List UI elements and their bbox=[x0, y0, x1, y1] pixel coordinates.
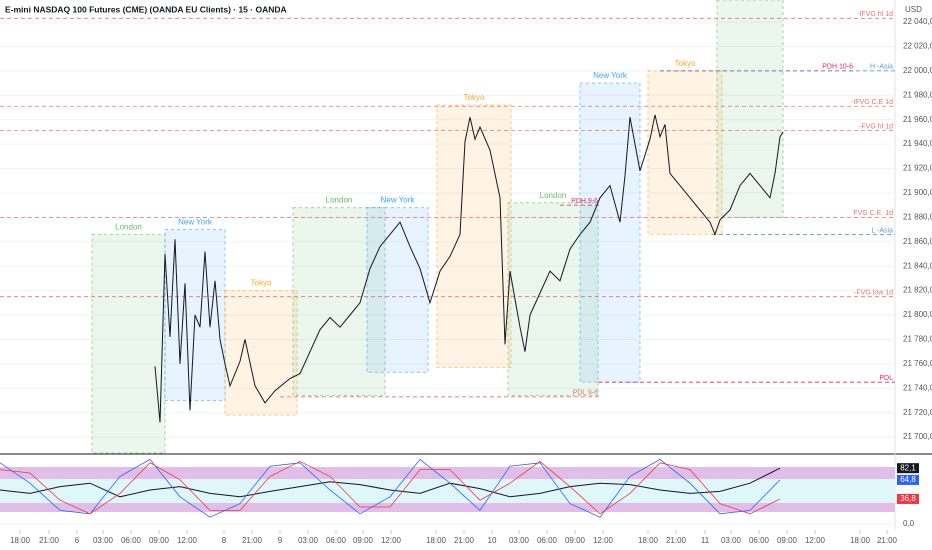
y-tick-label: 21 780,0 bbox=[903, 335, 932, 344]
x-tick-label: 8 bbox=[222, 536, 227, 545]
value-label-box bbox=[897, 493, 919, 504]
session-label: New York bbox=[593, 71, 628, 80]
x-tick-label: 09:00 bbox=[565, 536, 586, 545]
value-label: 82,1 bbox=[900, 463, 916, 472]
y-tick-label: 21 920,0 bbox=[903, 164, 932, 173]
x-tick-label: 9 bbox=[278, 536, 283, 545]
x-tick-label: 6 bbox=[75, 536, 80, 545]
level-label: -IFVG hl 1d bbox=[857, 11, 893, 18]
y-tick-label: 21 800,0 bbox=[903, 310, 932, 319]
level-label: -FVG hl 1d bbox=[859, 123, 893, 130]
chart-title: E-mini NASDAQ 100 Futures (CME) (OANDA E… bbox=[5, 4, 287, 14]
value-label: 36,8 bbox=[900, 494, 916, 503]
session-box bbox=[507, 202, 599, 397]
y-tick-label: 21 860,0 bbox=[903, 237, 932, 246]
level-label: L -Asia bbox=[871, 227, 893, 234]
x-tick-label: 10 bbox=[488, 536, 497, 545]
y-tick-label: 0,0 bbox=[903, 519, 915, 528]
session-label: New York bbox=[178, 218, 213, 227]
session-label: Tokyo bbox=[675, 59, 696, 68]
x-tick-label: 11 bbox=[701, 536, 710, 545]
session-label: London bbox=[540, 191, 567, 200]
session-box bbox=[224, 290, 298, 416]
y-tick-label: 21 980,0 bbox=[903, 90, 932, 99]
x-tick-label: 09:00 bbox=[353, 536, 374, 545]
level-label: FVG C.E. 1d bbox=[853, 210, 893, 217]
session-label: Tokyo bbox=[251, 279, 272, 288]
osc-band-upper bbox=[0, 467, 895, 479]
y-tick-label: 21 840,0 bbox=[903, 261, 932, 270]
x-tick-label: 18:00 bbox=[426, 536, 447, 545]
y-tick-label: 22 040,0 bbox=[903, 17, 932, 26]
x-tick-label: 21:00 bbox=[666, 536, 687, 545]
y-tick-label: 21 960,0 bbox=[903, 115, 932, 124]
level-label: PDH 9-6 bbox=[571, 198, 598, 205]
value-label-box bbox=[897, 474, 919, 485]
series-line bbox=[0, 460, 781, 515]
x-tick-label: 03:00 bbox=[721, 536, 742, 545]
session-label: New York bbox=[381, 196, 416, 205]
x-tick-label: 12:00 bbox=[593, 536, 614, 545]
osc-band-lower bbox=[0, 503, 895, 512]
x-tick-label: 21:00 bbox=[39, 536, 60, 545]
session-box bbox=[366, 207, 429, 373]
x-tick-label: 18:00 bbox=[638, 536, 659, 545]
x-tick-label: 21:00 bbox=[242, 536, 263, 545]
session-label: London bbox=[115, 223, 142, 232]
level-label: PDH 10-6 bbox=[822, 64, 853, 71]
y-tick-label: 21 940,0 bbox=[903, 139, 932, 148]
series-line bbox=[0, 458, 781, 518]
level-label: PDL bbox=[879, 375, 893, 382]
x-tick-label: 12:00 bbox=[805, 536, 826, 545]
session-label: Tokyo bbox=[464, 93, 485, 102]
y-tick-label: 21 900,0 bbox=[903, 188, 932, 197]
x-tick-label: 03:00 bbox=[93, 536, 114, 545]
y-tick-label: 21 880,0 bbox=[903, 212, 932, 221]
level-label: -FVG low 1d bbox=[854, 290, 893, 297]
x-tick-label: 12:00 bbox=[381, 536, 402, 545]
session-box bbox=[716, 0, 784, 218]
x-tick-label: 03:00 bbox=[298, 536, 319, 545]
x-tick-label: 06:00 bbox=[121, 536, 142, 545]
session-box bbox=[647, 70, 723, 235]
x-tick-label: 21:00 bbox=[454, 536, 475, 545]
y-tick-label: 21 740,0 bbox=[903, 383, 932, 392]
y-tick-label: 22 000,0 bbox=[903, 66, 932, 75]
x-tick-label: 06:00 bbox=[749, 536, 770, 545]
value-label-box bbox=[897, 463, 919, 474]
y-tick-label: 21 720,0 bbox=[903, 408, 932, 417]
series-line bbox=[0, 467, 781, 498]
y-tick-label: 21 700,0 bbox=[903, 432, 932, 441]
x-tick-label: 21:00 bbox=[877, 536, 898, 545]
x-tick-label: 18:00 bbox=[10, 536, 31, 545]
x-tick-label: 09:00 bbox=[777, 536, 798, 545]
x-tick-label: 06:00 bbox=[537, 536, 558, 545]
session-box bbox=[436, 104, 512, 369]
x-tick-label: 09:00 bbox=[149, 536, 170, 545]
value-label: 64,8 bbox=[900, 475, 916, 484]
y-tick-label: 21 820,0 bbox=[903, 286, 932, 295]
level-label: PDL 9-6 bbox=[573, 390, 599, 397]
level-label: H -Asia bbox=[870, 64, 893, 71]
series-line bbox=[154, 114, 784, 423]
x-tick-label: 18:00 bbox=[850, 536, 871, 545]
y-tick-label: 22 020,0 bbox=[903, 42, 932, 51]
session-box bbox=[292, 207, 386, 397]
x-tick-label: 03:00 bbox=[509, 536, 530, 545]
session-label: London bbox=[326, 196, 353, 205]
y-axis-label: USD bbox=[905, 5, 922, 14]
session-box bbox=[579, 82, 641, 383]
level-label: -IFVG C.E 1d bbox=[851, 99, 893, 106]
y-tick-label: 21 760,0 bbox=[903, 359, 932, 368]
x-tick-label: 12:00 bbox=[177, 536, 198, 545]
session-box bbox=[91, 233, 166, 454]
x-tick-label: 06:00 bbox=[326, 536, 347, 545]
